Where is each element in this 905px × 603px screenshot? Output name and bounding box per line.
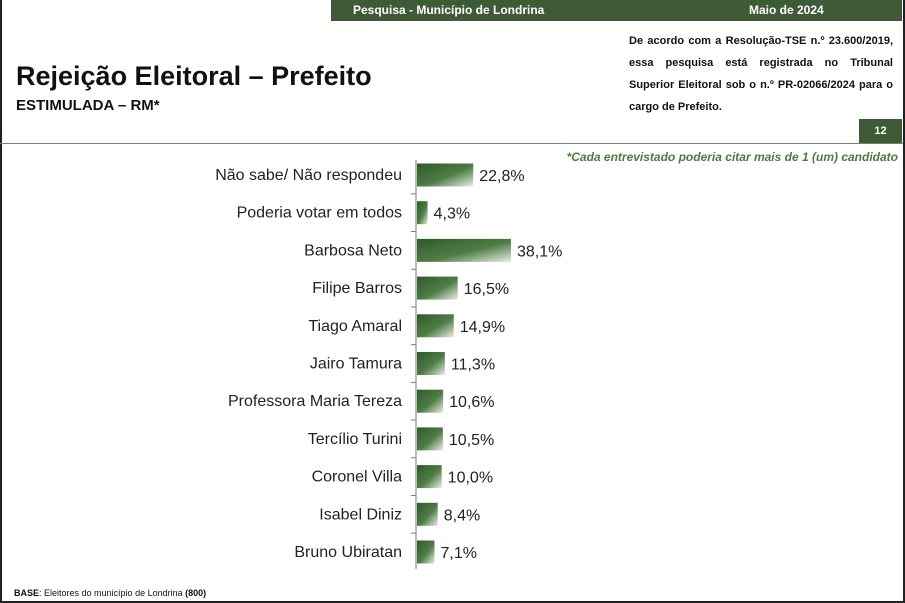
footer-base-count: (800)	[185, 588, 207, 598]
data-label: 10,5%	[449, 432, 494, 449]
bar	[417, 276, 458, 300]
date-label: Maio de 2024	[749, 3, 824, 17]
page-title: Rejeição Eleitoral – Prefeito	[16, 61, 372, 91]
category-label: Professora Maria Tereza	[228, 393, 402, 410]
bar	[417, 238, 511, 262]
bar	[417, 201, 428, 225]
bar	[417, 163, 474, 187]
category-label: Jairo Tamura	[310, 356, 402, 373]
category-label: Bruno Ubiratan	[294, 544, 402, 561]
footer-base-label: BASE	[14, 588, 40, 598]
category-label: Tiago Amaral	[308, 318, 402, 335]
rejection-bar-chart: Não sabe/ Não respondeu 22,8% Poderia vota…	[215, 160, 562, 569]
data-label: 10,0%	[448, 470, 493, 487]
legal-registration-text: De acordo com a Resolução-TSE n.º 23.600…	[629, 35, 893, 113]
bar	[417, 427, 443, 451]
category-label: Barbosa Neto	[304, 242, 402, 259]
chart-note: *Cada entrevistado poderia citar mais de…	[566, 150, 898, 164]
data-label: 22,8%	[479, 168, 524, 185]
frame-left-border	[0, 0, 2, 603]
category-label: Filipe Barros	[312, 280, 402, 297]
category-label: Coronel Villa	[312, 469, 403, 486]
category-label: Isabel Diniz	[319, 506, 402, 523]
data-label: 14,9%	[460, 319, 505, 336]
bar	[417, 502, 438, 526]
frame-bottom-border	[0, 601, 905, 603]
category-label: Poderia votar em todos	[237, 205, 402, 222]
footer-base: BASE: Eleitores do município de Londrina…	[14, 588, 206, 598]
data-label: 4,3%	[434, 206, 470, 223]
page-number-badge: 12	[859, 119, 902, 143]
page-subtitle: ESTIMULADA – RM*	[16, 97, 160, 114]
bar	[417, 352, 445, 375]
category-label: Não sabe/ Não respondeu	[215, 167, 402, 184]
bar	[417, 540, 435, 564]
category-label: Tercílio Turini	[308, 431, 402, 448]
footer-base-text: : Eleitores do município de Londrina	[39, 588, 186, 598]
header-bar: Pesquisa - Município de Londrina Maio de…	[331, 0, 902, 21]
frame-right-border	[903, 0, 905, 603]
header-divider	[0, 143, 903, 144]
bar	[417, 389, 444, 413]
bar	[417, 314, 454, 338]
data-label: 16,5%	[464, 281, 509, 298]
data-label: 11,3%	[451, 357, 495, 374]
data-label: 10,6%	[449, 394, 494, 411]
data-label: 8,4%	[444, 507, 480, 524]
data-label: 38,1%	[517, 243, 562, 260]
bar	[417, 465, 442, 489]
data-label: 7,1%	[441, 545, 477, 562]
survey-label: Pesquisa - Município de Londrina	[353, 3, 545, 17]
